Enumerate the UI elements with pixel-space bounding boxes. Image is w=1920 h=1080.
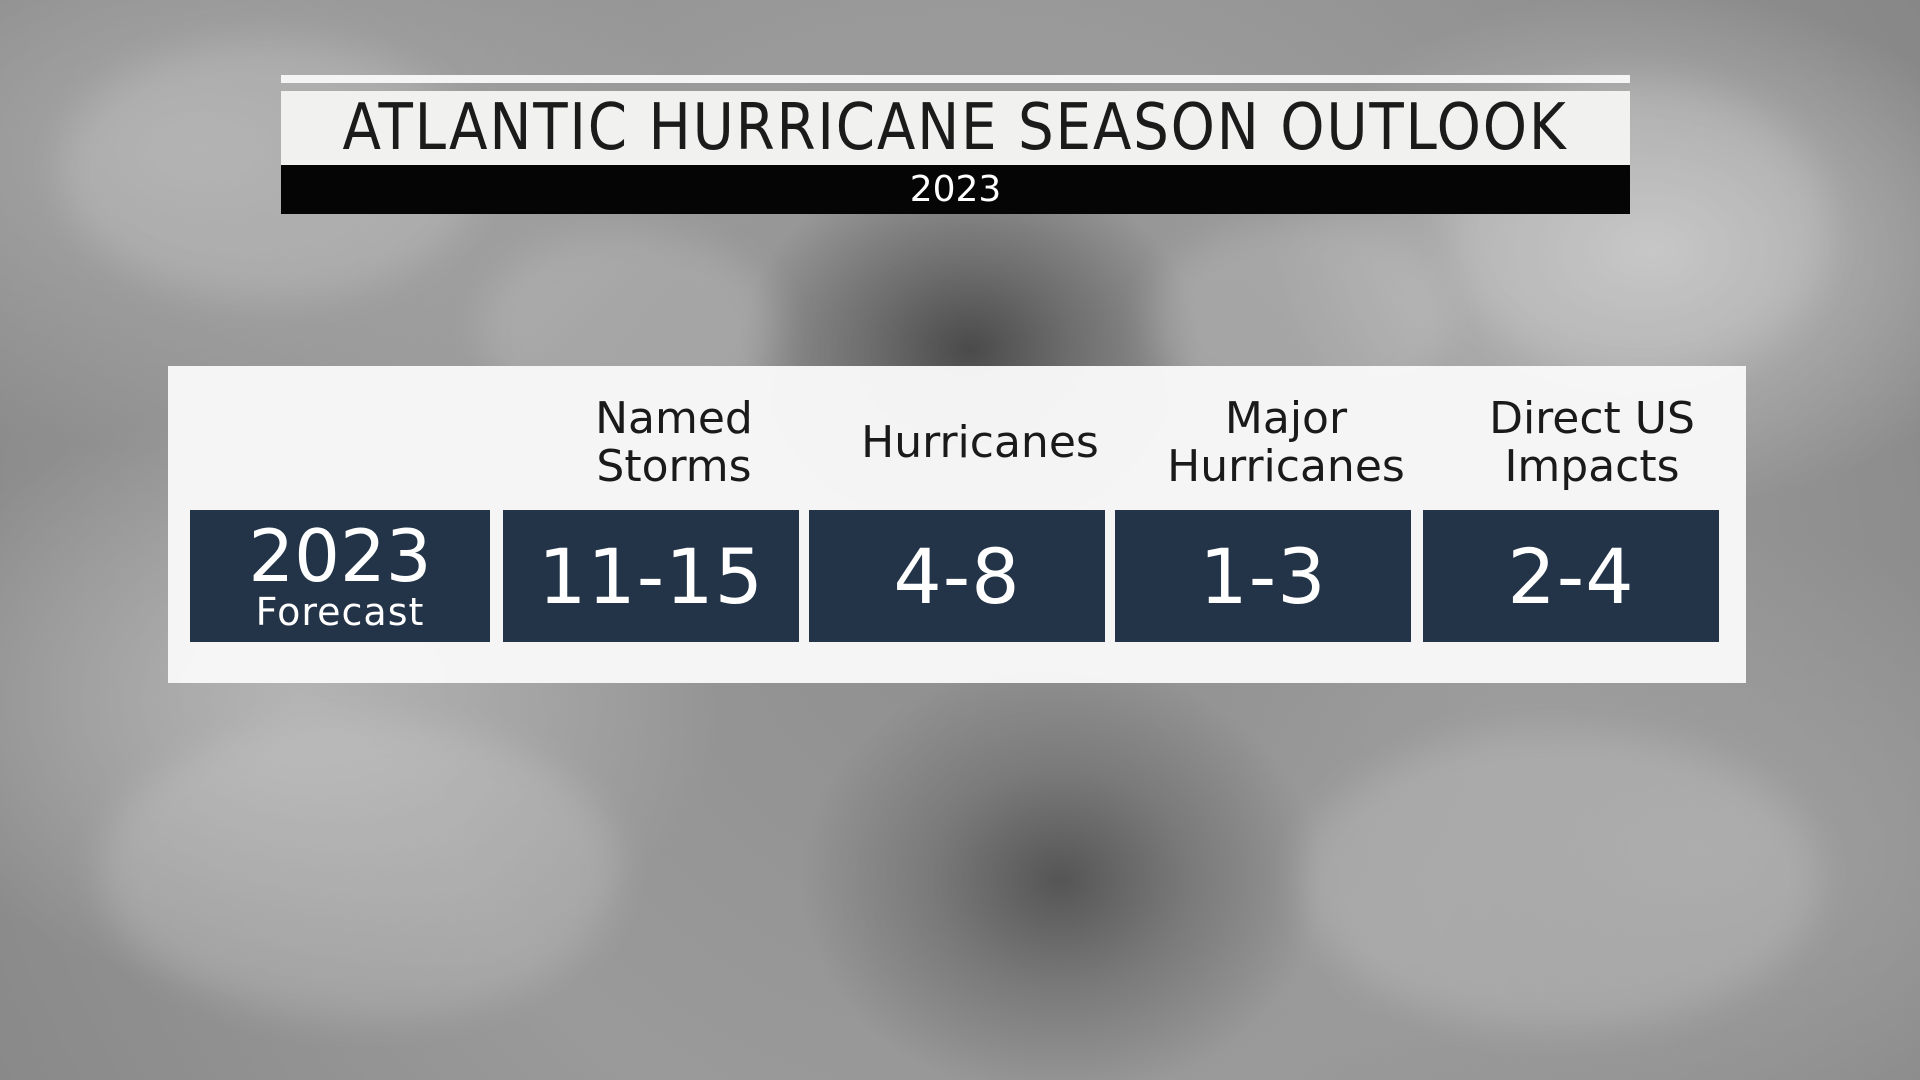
- title-block: ATLANTIC HURRICANE SEASON OUTLOOK 2023: [281, 75, 1630, 214]
- column-header-major-hurricanes: Major Hurricanes: [1167, 393, 1405, 492]
- row-label-forecast: Forecast: [255, 590, 425, 634]
- column-header-hurricanes: Hurricanes: [861, 417, 1099, 468]
- cell-named-storms: 11-15: [503, 510, 799, 642]
- value-named-storms: 11-15: [538, 531, 764, 621]
- forecast-table: Named Storms Hurricanes Major Hurricanes…: [168, 366, 1746, 683]
- cell-major-hurricanes: 1-3: [1115, 510, 1411, 642]
- page-subtitle: 2023: [909, 169, 1002, 210]
- row-label-cell: 2023 Forecast: [190, 510, 490, 642]
- cell-direct-us-impacts: 2-4: [1423, 510, 1719, 642]
- title-rule: [281, 75, 1630, 83]
- page-title: ATLANTIC HURRICANE SEASON OUTLOOK: [342, 91, 1569, 165]
- column-header-direct-us-impacts: Direct US Impacts: [1489, 393, 1695, 492]
- column-header-named-storms: Named Storms: [595, 393, 753, 492]
- cell-hurricanes: 4-8: [809, 510, 1105, 642]
- cloud-texture: [100, 720, 620, 1020]
- value-direct-us-impacts: 2-4: [1507, 531, 1635, 621]
- subtitle-band: 2023: [281, 165, 1630, 214]
- title-band: ATLANTIC HURRICANE SEASON OUTLOOK: [281, 91, 1630, 165]
- value-hurricanes: 4-8: [893, 531, 1021, 621]
- row-label-year: 2023: [248, 514, 432, 598]
- value-major-hurricanes: 1-3: [1199, 531, 1327, 621]
- cloud-texture: [1300, 730, 1820, 1030]
